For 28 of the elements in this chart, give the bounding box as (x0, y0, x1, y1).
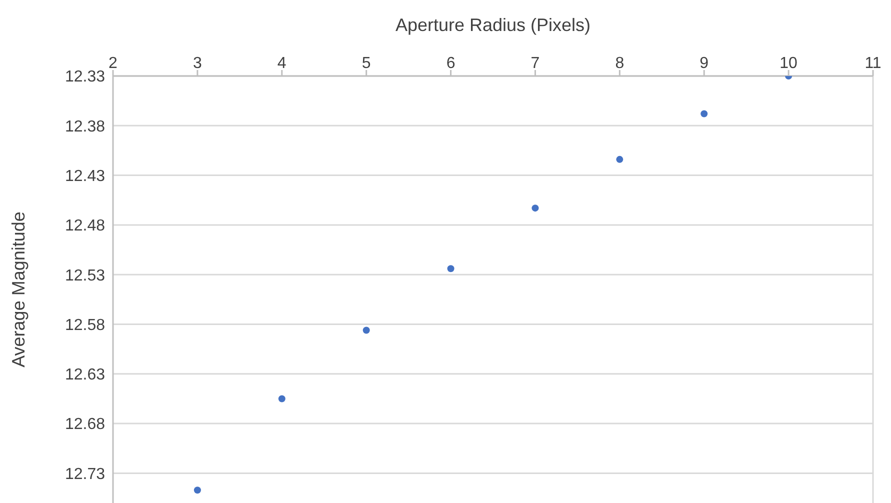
point (447, 265, 454, 272)
x-tick-label: 9 (700, 55, 709, 72)
x-tick-label: 4 (277, 55, 286, 72)
y-tick-label: 12.58 (64, 316, 106, 334)
y-tick-label: 12.48 (64, 218, 106, 235)
x-tick-label: 6 (446, 55, 456, 72)
point (194, 486, 201, 494)
y-tick-label: 12.53 (64, 267, 106, 284)
y-tick-label: 12.63 (64, 366, 106, 384)
point (616, 156, 624, 163)
x-tick-label: 8 (615, 55, 624, 72)
x-axis-title: Aperture Radius (Pixels) (395, 14, 591, 35)
point (532, 204, 539, 212)
x-tick-label: 2 (108, 55, 118, 72)
x-tick-label: 11 (864, 55, 882, 72)
y-tick-label: 12.43 (64, 168, 106, 185)
x-tick-label: 5 (362, 55, 371, 72)
x-tick-label: 10 (780, 55, 798, 72)
point (362, 326, 370, 334)
y-axis-title: Average Magnitude (8, 212, 28, 368)
y-tick-label: 12.68 (64, 416, 106, 434)
point (700, 110, 708, 118)
x-tick-label: 7 (530, 55, 540, 72)
y-tick-label: 12.73 (64, 466, 106, 483)
y-tick-label: 12.33 (64, 68, 106, 86)
y-tick-label: 12.38 (64, 118, 106, 136)
point (278, 395, 286, 402)
x-tick-label: 3 (192, 55, 202, 72)
